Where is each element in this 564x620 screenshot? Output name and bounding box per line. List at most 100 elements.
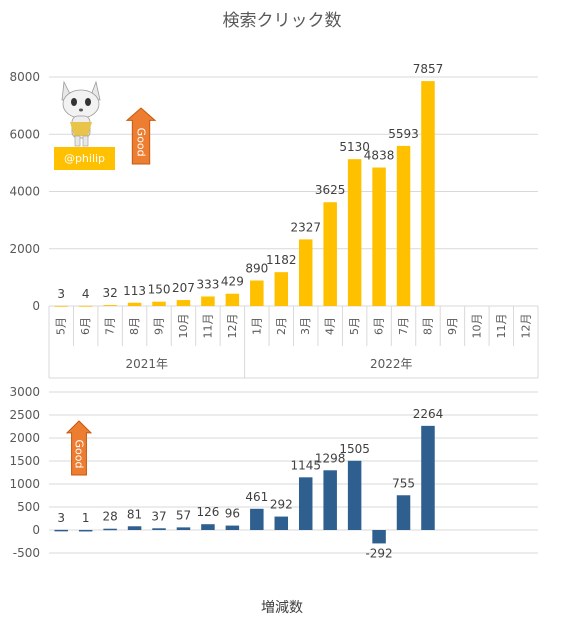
bar bbox=[78, 529, 93, 532]
data-label: 3 bbox=[57, 287, 65, 301]
data-label: 461 bbox=[245, 490, 268, 504]
category-label: 9月 bbox=[153, 317, 166, 335]
y-tick-label: 500 bbox=[17, 500, 40, 514]
data-label: 126 bbox=[196, 505, 219, 519]
category-label: 5月 bbox=[55, 317, 68, 335]
data-label: 32 bbox=[102, 286, 117, 300]
category-label: 10月 bbox=[470, 314, 483, 339]
bar bbox=[323, 202, 337, 306]
year-group-label: 2022年 bbox=[370, 357, 413, 371]
data-label: 57 bbox=[176, 508, 191, 522]
category-label: 6月 bbox=[373, 317, 386, 335]
data-label: 3 bbox=[57, 511, 65, 525]
data-label: 4838 bbox=[364, 149, 395, 163]
bar bbox=[347, 460, 362, 530]
bar bbox=[103, 528, 117, 531]
data-label: 333 bbox=[196, 277, 219, 291]
category-label: 9月 bbox=[446, 317, 459, 335]
data-label: 1505 bbox=[339, 442, 370, 456]
category-label: 6月 bbox=[79, 317, 92, 335]
bar bbox=[152, 301, 166, 306]
bar bbox=[298, 477, 313, 530]
bar bbox=[225, 293, 240, 306]
y-tick-label: 2500 bbox=[9, 408, 40, 422]
y-tick-label: 8000 bbox=[9, 70, 40, 84]
data-label: 150 bbox=[148, 283, 171, 297]
bar bbox=[176, 300, 191, 306]
bar bbox=[372, 530, 386, 544]
data-label: 890 bbox=[245, 262, 268, 276]
bar bbox=[323, 470, 337, 530]
data-label: 292 bbox=[270, 498, 293, 512]
philip-badge: @philip bbox=[54, 147, 115, 170]
bar bbox=[347, 159, 362, 306]
category-label: 12月 bbox=[519, 314, 532, 339]
data-label: 3625 bbox=[315, 183, 346, 197]
category-label: 7月 bbox=[397, 317, 410, 335]
bar bbox=[421, 425, 435, 530]
bar bbox=[176, 527, 191, 530]
category-label: 11月 bbox=[201, 314, 214, 339]
good-arrow: Good bbox=[125, 107, 157, 165]
bar bbox=[250, 508, 264, 530]
y-tick-label: 2000 bbox=[9, 431, 40, 445]
data-label: 96 bbox=[225, 507, 240, 521]
category-label: 2月 bbox=[275, 317, 288, 335]
data-label: 2264 bbox=[413, 407, 444, 421]
category-label: 10月 bbox=[177, 314, 190, 339]
data-label: 755 bbox=[392, 476, 415, 490]
bar bbox=[225, 525, 240, 530]
bar bbox=[103, 305, 117, 306]
category-label: 11月 bbox=[495, 314, 508, 339]
category-label: 7月 bbox=[104, 317, 117, 335]
data-label: 113 bbox=[123, 284, 146, 298]
y-tick-label: 1000 bbox=[9, 477, 40, 491]
chart-title-bottom: 増減数 bbox=[261, 599, 303, 616]
y-tick-label: 0 bbox=[32, 523, 40, 537]
year-group-label: 2021年 bbox=[126, 357, 169, 371]
bar bbox=[274, 272, 289, 306]
cat-mascot-icon bbox=[56, 78, 106, 152]
good-arrow-label: Good bbox=[73, 439, 86, 468]
data-label: 81 bbox=[127, 507, 142, 521]
bar bbox=[274, 516, 289, 530]
data-label: 429 bbox=[221, 275, 244, 289]
bar bbox=[152, 528, 166, 530]
category-label: 1月 bbox=[250, 317, 263, 335]
bar bbox=[127, 302, 142, 306]
chart-title: 検索クリック数 bbox=[223, 11, 342, 31]
bar bbox=[250, 280, 264, 306]
bar bbox=[54, 305, 68, 307]
good-arrow: Good bbox=[65, 420, 93, 476]
y-tick-label: 6000 bbox=[9, 127, 40, 141]
bar bbox=[421, 81, 435, 306]
bar bbox=[201, 296, 215, 306]
data-label: 37 bbox=[151, 509, 166, 523]
data-label: 1 bbox=[82, 511, 90, 525]
category-label: 3月 bbox=[299, 317, 312, 335]
data-label: 2327 bbox=[290, 220, 321, 234]
bar bbox=[127, 526, 142, 530]
data-label: 5130 bbox=[339, 140, 370, 154]
bar bbox=[396, 145, 411, 306]
category-label: 4月 bbox=[324, 317, 337, 335]
data-label: -292 bbox=[365, 546, 392, 560]
y-tick-label: 3000 bbox=[9, 385, 40, 399]
bar bbox=[298, 239, 313, 306]
category-label: 5月 bbox=[348, 317, 361, 335]
bar bbox=[201, 524, 215, 530]
good-arrow-label: Good bbox=[135, 128, 148, 157]
data-label: 7857 bbox=[413, 62, 444, 76]
y-tick-label: -500 bbox=[13, 546, 40, 560]
data-label: 28 bbox=[102, 510, 117, 524]
bar bbox=[54, 529, 68, 532]
y-tick-label: 2000 bbox=[9, 242, 40, 256]
data-label: 207 bbox=[172, 281, 195, 295]
y-tick-label: 0 bbox=[32, 299, 40, 313]
data-label: 5593 bbox=[388, 127, 419, 141]
data-label: 1298 bbox=[315, 451, 346, 465]
bar bbox=[78, 305, 93, 307]
bar bbox=[396, 495, 411, 530]
category-label: 8月 bbox=[128, 317, 141, 335]
